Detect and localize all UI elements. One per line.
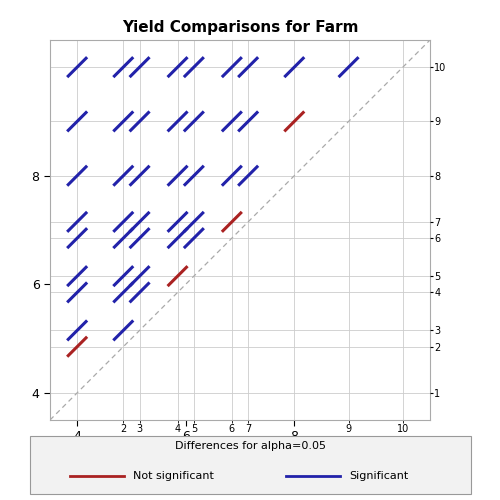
Text: Differences for alpha=0.05: Differences for alpha=0.05 bbox=[174, 441, 326, 451]
Title: Yield Comparisons for Farm: Yield Comparisons for Farm bbox=[122, 20, 358, 34]
FancyBboxPatch shape bbox=[30, 436, 470, 494]
Text: Significant: Significant bbox=[349, 471, 408, 481]
Text: Not significant: Not significant bbox=[133, 471, 214, 481]
